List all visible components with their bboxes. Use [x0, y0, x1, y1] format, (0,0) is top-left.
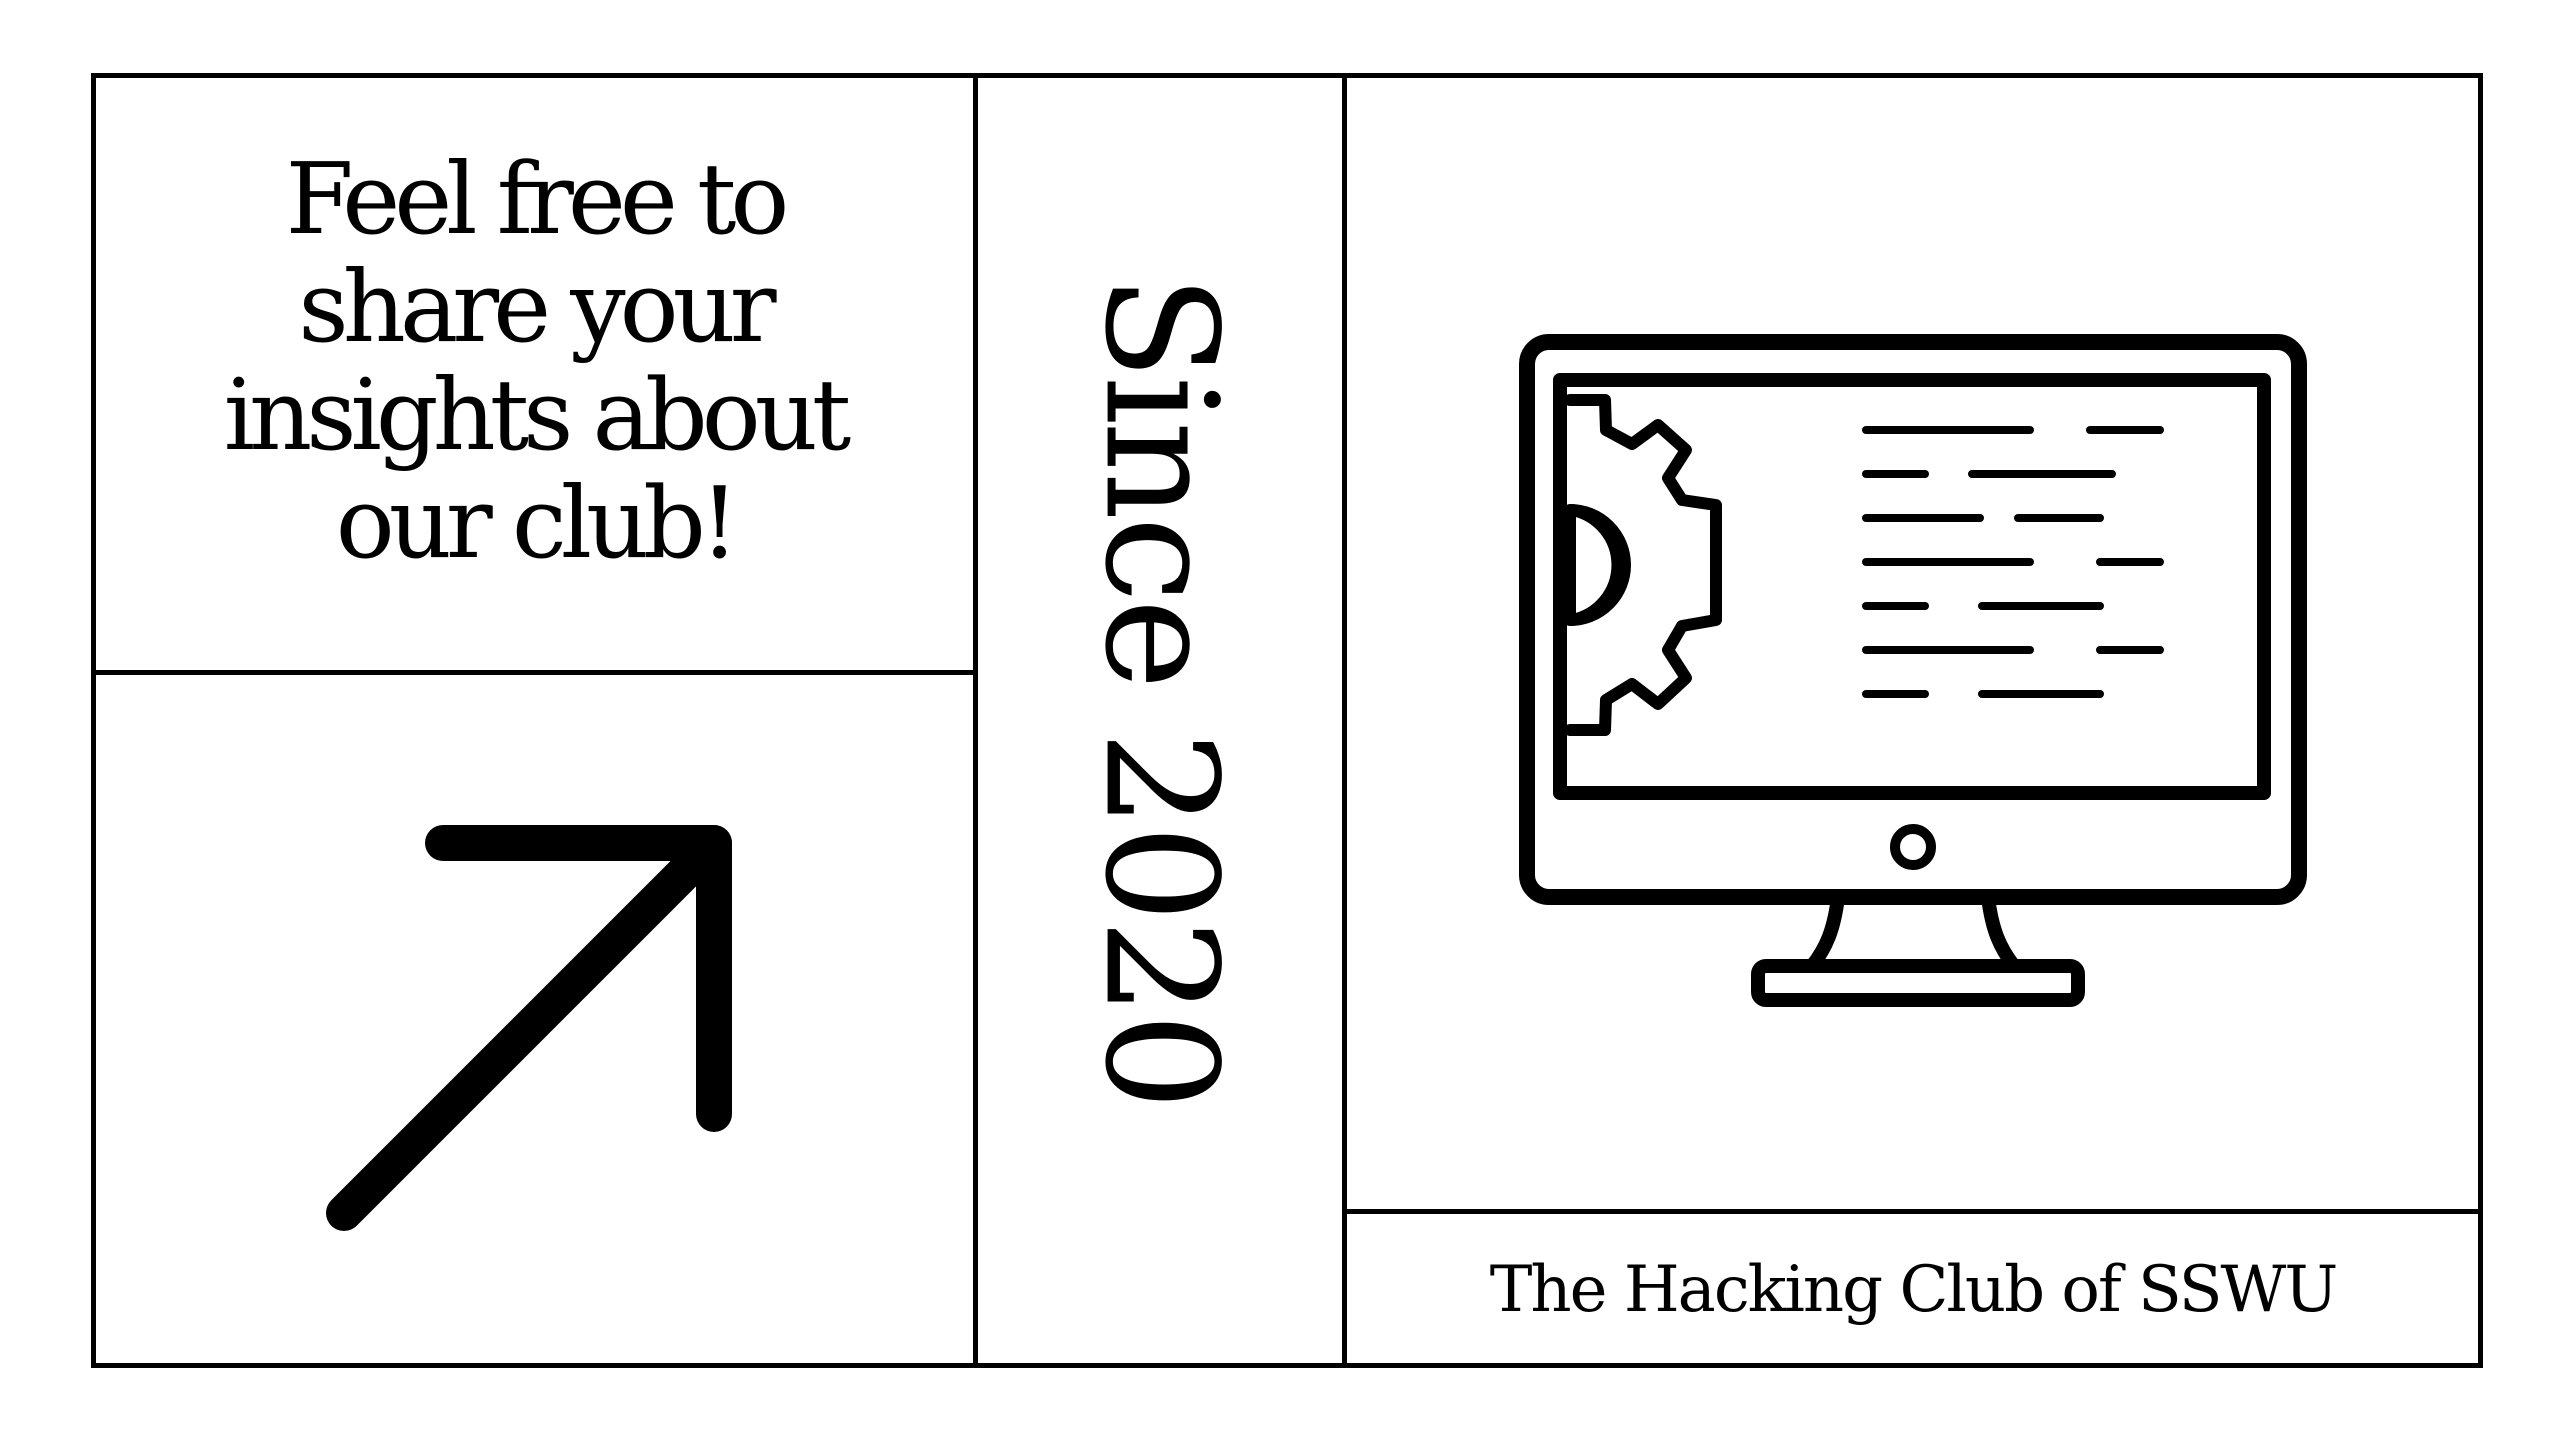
club-name: The Hacking Club of SSWU — [1489, 1253, 2339, 1327]
invite-line: insights about — [223, 359, 851, 473]
invite-panel: Feel free to share your insights about o… — [96, 78, 973, 670]
divider-vertical-right — [1342, 78, 1347, 1363]
since-panel: Since 2020 — [979, 78, 1342, 1363]
invite-line: Feel free to — [285, 143, 790, 257]
arrow-up-right-icon — [326, 825, 732, 1231]
invite-message: Feel free to share your insights about o… — [155, 146, 915, 578]
club-name-panel: The Hacking Club of SSWU — [1348, 1217, 2478, 1363]
divider-horizontal-right — [1347, 1209, 2478, 1214]
card-frame — [91, 73, 2483, 1368]
since-label: Since 2020 — [1071, 274, 1251, 1107]
invite-line: our club! — [335, 467, 740, 581]
divider-horizontal-left — [96, 670, 973, 675]
monitor-panel — [1348, 78, 2478, 1209]
arrow-panel — [96, 678, 973, 1363]
divider-vertical-left — [973, 78, 978, 1363]
invite-line: share your — [298, 251, 776, 365]
monitor-gear-icon — [1519, 334, 2307, 1007]
